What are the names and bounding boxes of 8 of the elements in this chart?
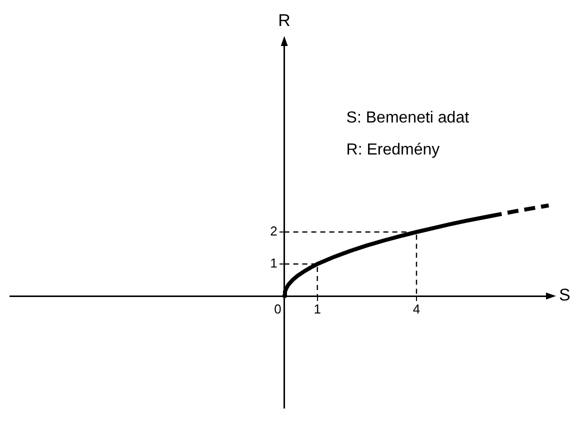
y-axis-title: R [278,11,290,30]
x-tick-label: 0 [274,301,282,316]
x-tick-label: 4 [412,301,420,316]
y-tick-label: 2 [270,224,278,239]
x-axis-title: S [559,286,570,305]
x-tick-label: 1 [314,301,321,316]
annotation: S: Bemeneti adat [346,109,470,126]
annotation: R: Eredmény [346,141,440,158]
